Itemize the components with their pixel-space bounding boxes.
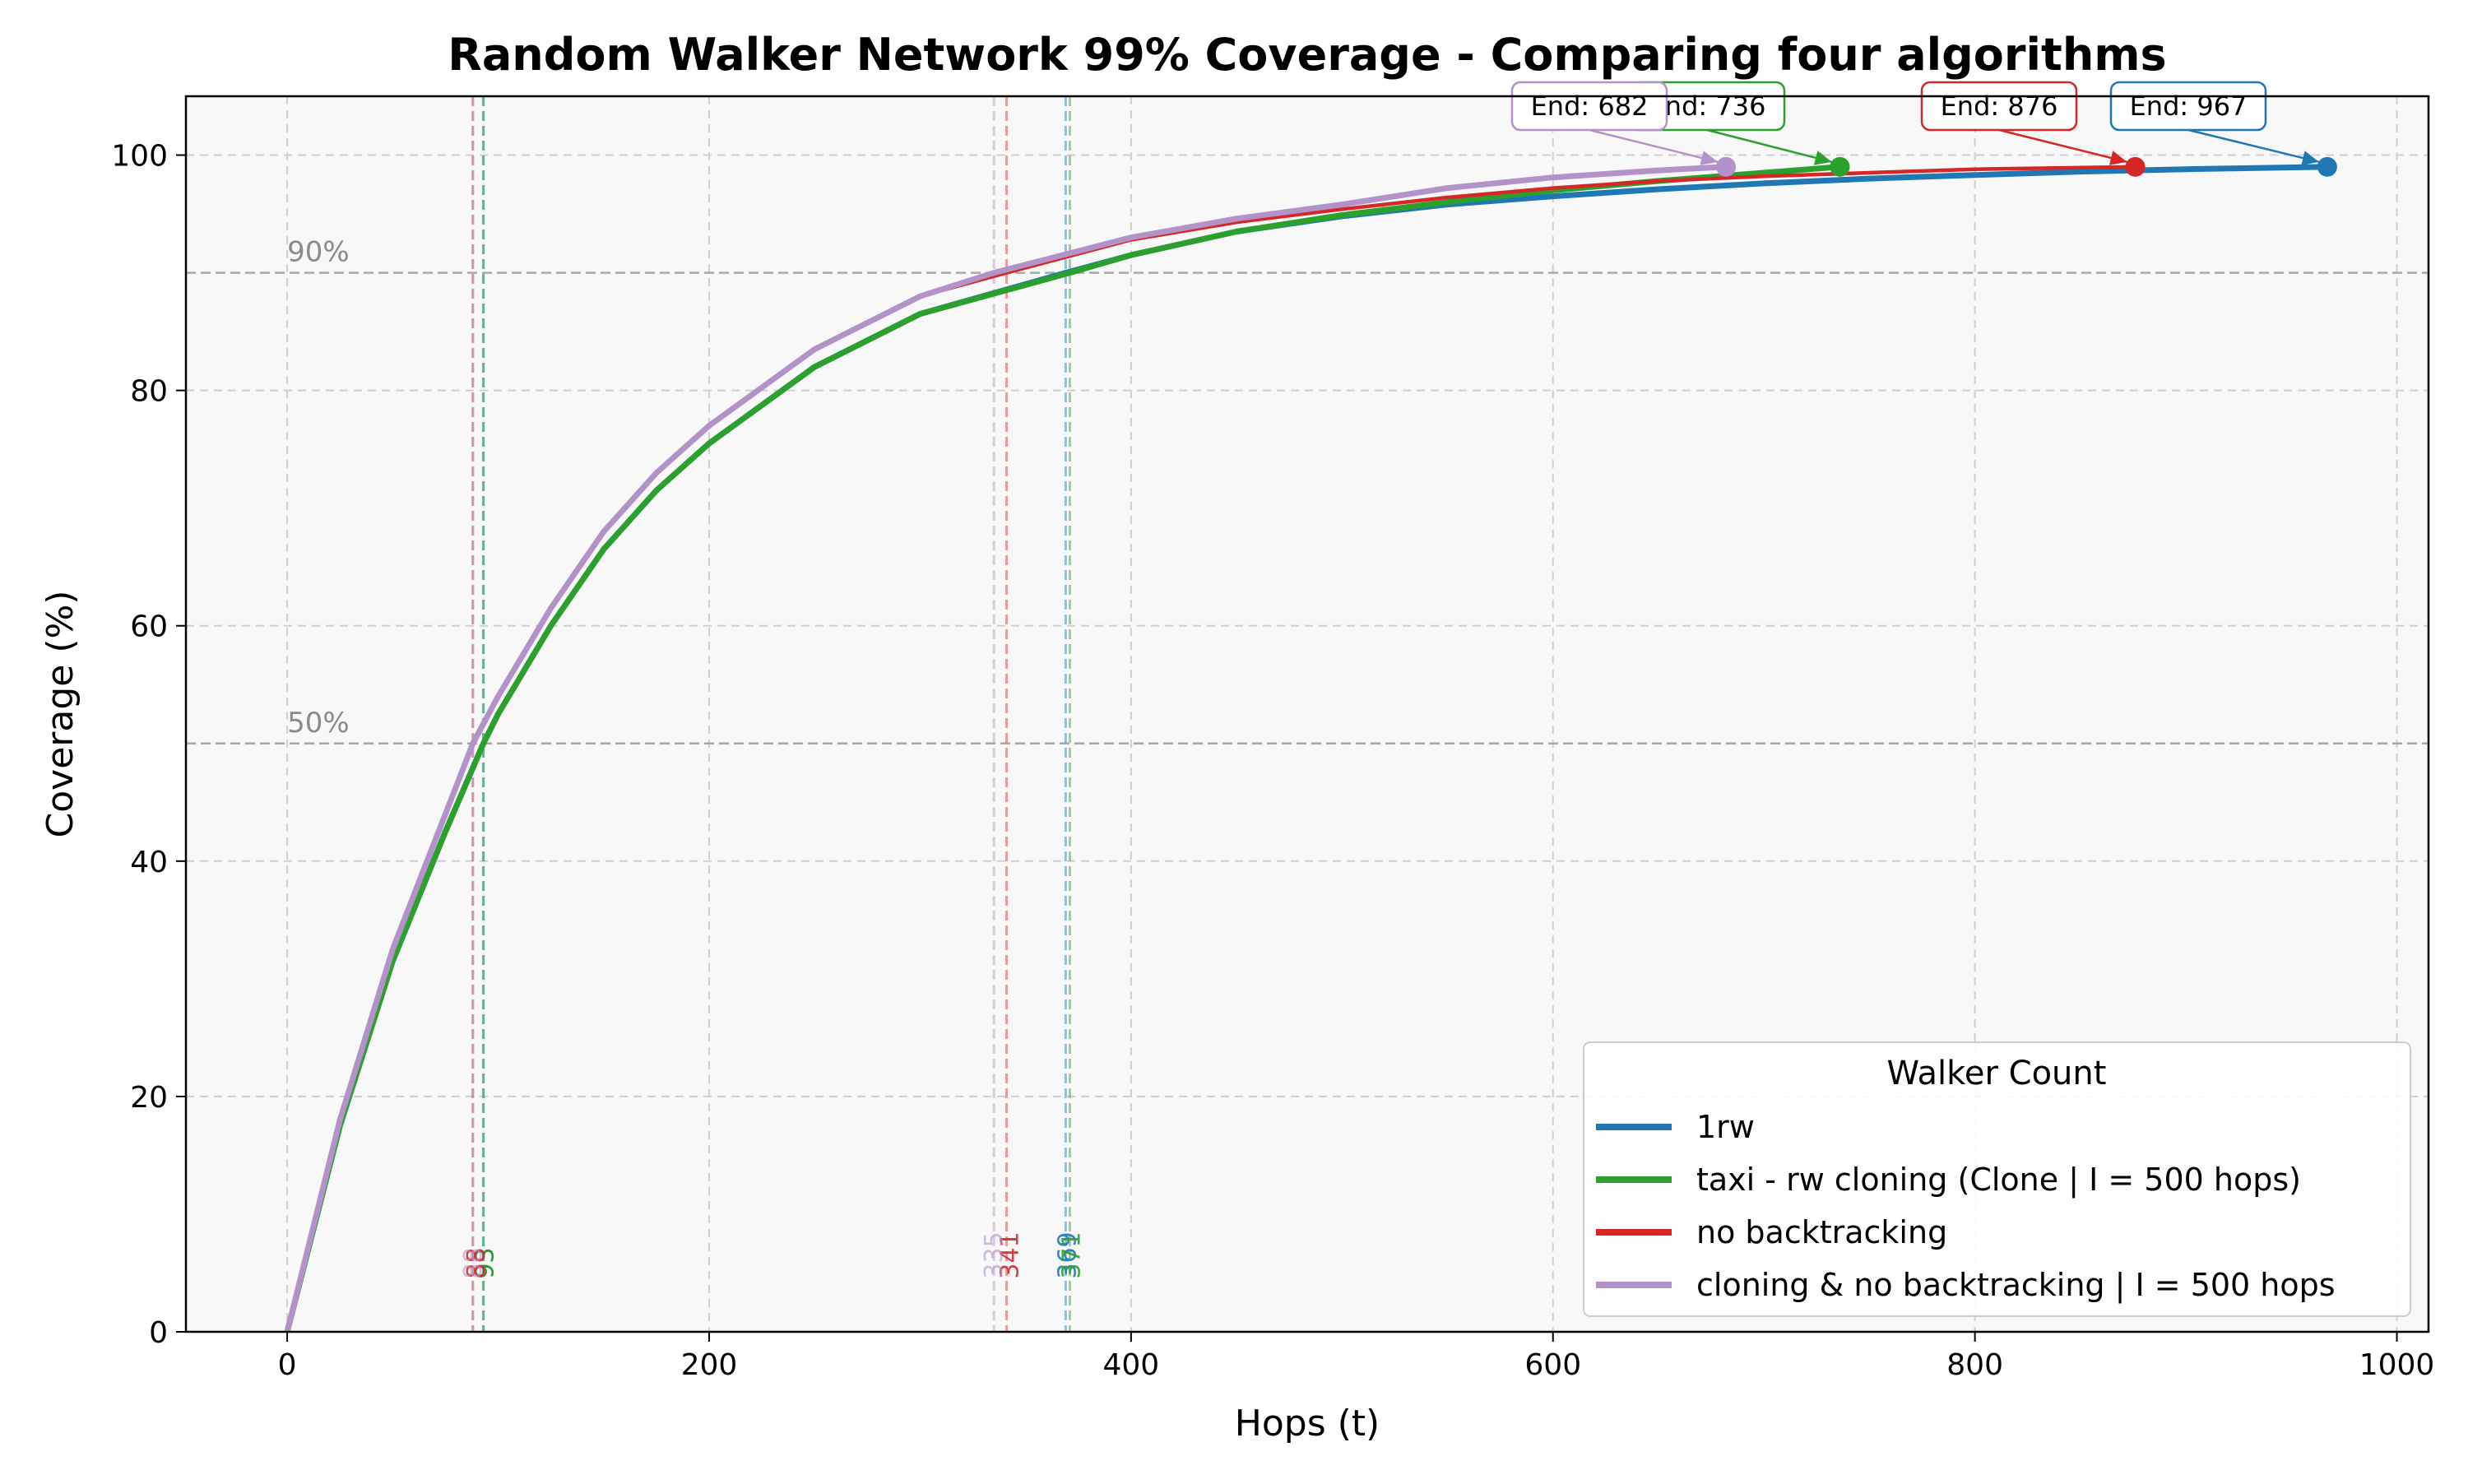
y-tick-label: 40 [130,846,168,879]
annotation-arrowhead [1700,151,1719,165]
milestone-label: 88 [462,1247,491,1278]
legend-item-1: 1rw [1596,1109,1755,1145]
x-tick-label: 600 [1524,1348,1581,1382]
y-axis-label: Coverage (%) [39,591,81,838]
reference-line-label: 90% [287,236,350,269]
axis-ticks: 0 200 400 600 800 1000 0 20 40 60 80 100 [111,140,2434,1382]
milestone-label: 93 [471,1247,500,1278]
legend-items: 1rw taxi - rw cloning (Clone | I = 500 ho… [1596,1109,2336,1304]
milestone-label: 335 [980,1231,1009,1278]
end-marker-3 [2125,156,2146,177]
x-tick-label: 800 [1946,1348,2003,1382]
y-tick-label: 80 [130,375,168,409]
end-marker-2 [1830,156,1850,177]
annotation-arrow [1998,128,2127,164]
milestone-label: 93 [471,1247,500,1278]
legend-label: 1rw [1696,1109,1755,1145]
series-line-4 [284,164,1729,1332]
annotation-box [1510,81,1668,132]
x-tick-label: 1000 [2359,1348,2435,1382]
annotation-text: End: 967 [2130,90,2248,122]
legend-item-2: taxi - rw cloning (Clone | I = 500 hops) [1596,1162,2301,1199]
end-marker-4 [1716,156,1737,177]
annotation-arrowhead [2301,151,2319,165]
legend-box [1583,1041,2411,1317]
legend-title: Walker Count [1887,1055,2107,1092]
annotation-text: End: 682 [1531,90,1649,122]
series-layer [284,164,2331,1332]
y-tick-label: 20 [130,1081,168,1115]
x-tick-label: 400 [1103,1348,1160,1382]
y-tick-label: 100 [111,140,168,174]
annotation-arrow [2187,128,2320,164]
legend-item-4: cloning & no backtracking | I = 500 hops [1596,1267,2336,1304]
milestone-label: 371 [1058,1231,1087,1278]
annotation-box [2109,81,2267,132]
end-markers [1716,156,2337,177]
annotation-arrowhead [1813,151,1832,165]
chart-title: Random Walker Network 99% Coverage - Com… [448,29,2166,81]
x-tick-label: 0 [278,1348,297,1382]
end-marker-1 [2317,156,2337,177]
annotation-arrow [1589,128,1719,164]
annotation-box [1920,81,2078,132]
reference-lines: 90% 50% [186,236,2429,745]
x-axis-label: Hops (t) [1235,1403,1380,1445]
annotation-arrowhead [2108,151,2127,165]
y-tick-label: 60 [130,610,168,644]
annotation-arrow [1706,128,1832,164]
series-line-2 [284,164,1843,1332]
legend: Walker Count 1rw taxi - rw cloning (Clone… [1583,1041,2411,1317]
legend-item-3: no backtracking [1596,1214,1947,1250]
legend-label: no backtracking [1696,1214,1947,1250]
x-tick-label: 200 [681,1348,738,1382]
milestone-label: 341 [996,1231,1025,1278]
reference-line-label: 50% [287,707,350,740]
milestone-label: 369 [1053,1231,1082,1278]
milestone-label: 88 [459,1247,488,1278]
annotation-text: End: 876 [1941,90,2058,122]
legend-label: cloning & no backtracking | I = 500 hops [1696,1267,2336,1304]
legend-label: taxi - rw cloning (Clone | I = 500 hops) [1696,1162,2301,1199]
y-tick-label: 0 [149,1316,168,1350]
plot-frame [184,95,2430,1333]
